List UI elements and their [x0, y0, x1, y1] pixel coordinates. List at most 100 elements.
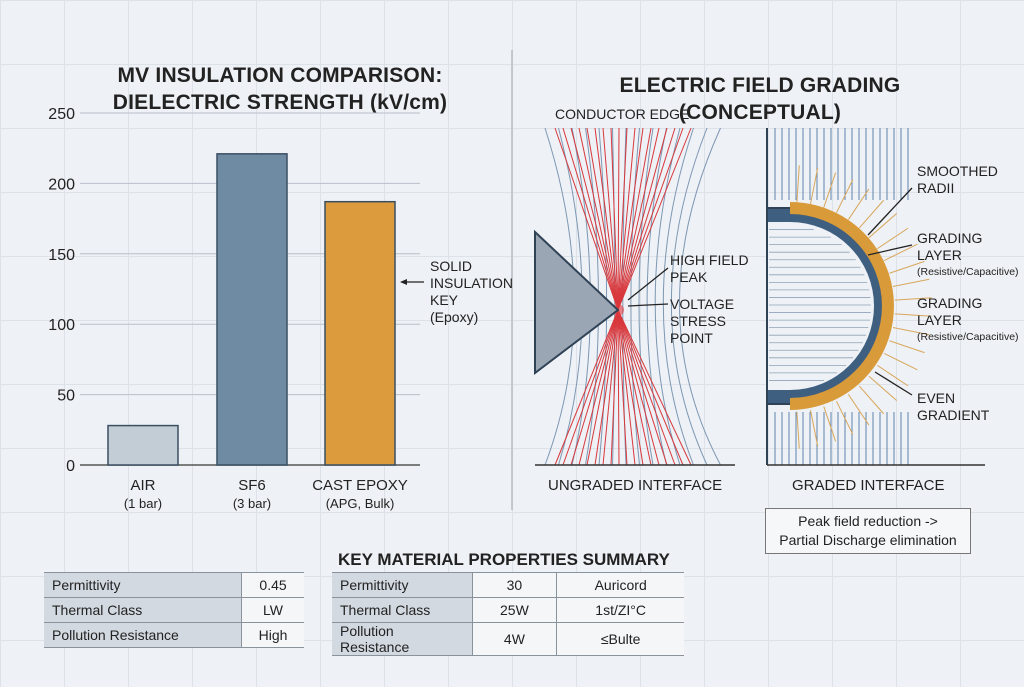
high-field-line: [617, 127, 620, 311]
table-row: Thermal Class LW: [44, 597, 304, 623]
table-row: Permittivity 0.45: [44, 572, 304, 598]
high-field-line: [617, 309, 620, 466]
high-field-line: [594, 127, 619, 311]
graded-field-line: [823, 172, 837, 208]
high-field-line: [617, 127, 660, 311]
even-gradient-label: EVEN GRADIENT: [917, 390, 989, 424]
high-field-line: [617, 127, 668, 311]
grading-layer: [789, 202, 894, 410]
graded-field-line: [796, 411, 800, 449]
high-field-line: [602, 127, 619, 311]
high-field-line: [570, 127, 619, 311]
label-arrow: [627, 303, 669, 307]
label-line: EVEN: [917, 390, 956, 406]
table-cell: Permittivity: [44, 572, 243, 598]
x-tick-label: CAST EPOXY: [312, 477, 408, 494]
label-arrow: [874, 371, 913, 396]
graded-field-line: [892, 278, 930, 288]
properties-table-2: Permittivity 30 Auricord Thermal Class 25W 1…: [332, 572, 684, 656]
high-field-label: HIGH FIELD PEAK: [670, 252, 749, 286]
graded-field-line: [868, 212, 898, 239]
conductor-edge-label: CONDUCTOR EDGE: [555, 106, 690, 122]
high-field-line: [562, 127, 619, 311]
field-line: [638, 127, 654, 466]
caption-box: Peak field reduction -> Partial Discharge…: [765, 508, 971, 554]
annotation-line: SOLID: [430, 258, 473, 274]
high-field-line: [578, 127, 619, 311]
high-field-line: [617, 127, 644, 311]
high-field-line: [617, 309, 660, 466]
table-cell: 25W: [472, 597, 558, 623]
field-line: [654, 127, 681, 466]
graded-field-line: [883, 243, 918, 262]
smoothed-radii-label: SMOOTHED RADII: [917, 163, 998, 197]
bar: [324, 200, 396, 466]
graded-field-line: [877, 227, 909, 250]
table-cell: High: [241, 622, 304, 648]
label-line: RADII: [917, 180, 955, 196]
x-tick-label: AIR: [130, 477, 155, 494]
high-field-line: [617, 127, 652, 311]
graded-field-line: [796, 165, 800, 203]
y-tick-label: 100: [48, 317, 75, 334]
table-row: Thermal Class 25W 1st/ZI°C: [332, 597, 684, 623]
annotation-line: INSULATION: [430, 275, 513, 291]
x-tick-label: SF6: [238, 477, 266, 494]
stress-point-label: VOLTAGE STRESS POINT: [670, 296, 734, 347]
graded-field-line: [858, 199, 885, 229]
high-field-line: [617, 309, 628, 466]
annotation-line: (Epoxy): [430, 309, 479, 325]
bar: [216, 153, 288, 466]
field-line: [670, 127, 708, 466]
x-tick-label: (APG, Bulk): [326, 496, 395, 511]
table-cell: Pollution Resistance: [44, 622, 243, 648]
y-tick-label: 150: [48, 247, 75, 264]
label-sub: (Resistive/Capacitive): [917, 266, 1019, 278]
y-tick-label: 50: [57, 388, 75, 405]
graded-field-line: [858, 385, 885, 415]
field-line: [646, 127, 667, 466]
graded-field-line: [835, 179, 854, 214]
table-cell: 30: [472, 572, 558, 598]
high-field-line: [610, 309, 619, 466]
field-line: [679, 127, 721, 466]
table-cell: Thermal Class: [332, 597, 473, 623]
graded-field-line: [835, 400, 854, 435]
x-tick-label: (3 bar): [233, 496, 271, 511]
high-field-line: [617, 309, 644, 466]
diagram-title-line: (CONCEPTUAL): [678, 101, 842, 124]
high-field-line: [617, 309, 668, 466]
solid-insulation-annotation: SOLID INSULATION KEY (Epoxy): [430, 258, 513, 326]
field-line: [662, 127, 694, 466]
high-field-line: [617, 127, 636, 311]
graded-field-line: [823, 406, 837, 442]
label-line: LAYER: [917, 312, 962, 328]
label-line: GRADIENT: [917, 407, 990, 423]
annotation-line: KEY: [430, 292, 459, 308]
caption-line: Partial Discharge elimination: [779, 532, 957, 548]
high-field-line: [570, 309, 619, 466]
grading-layer-label-1: GRADING LAYER (Resistive/Capacitive): [917, 230, 1024, 281]
high-field-line: [617, 309, 676, 466]
table-row: Permittivity 30 Auricord: [332, 572, 684, 598]
high-field-line: [617, 309, 692, 466]
high-field-line: [617, 127, 684, 311]
label-arrow: [627, 267, 669, 301]
summary-title: KEY MATERIAL PROPERTIES SUMMARY: [338, 550, 670, 569]
caption-line: Peak field reduction ->: [798, 513, 938, 529]
graded-field-line: [809, 409, 819, 447]
high-field-line: [562, 309, 619, 466]
high-field-line: [617, 127, 692, 311]
grading-layer-label-2: GRADING LAYER (Resistive/Capacitive): [917, 295, 1019, 346]
high-field-line: [578, 309, 619, 466]
high-field-line: [554, 127, 619, 311]
field-line: [630, 127, 640, 466]
table-row: Pollution Resistance High: [44, 622, 304, 648]
high-field-line: [602, 309, 619, 466]
graded-interface-label: GRADED INTERFACE: [792, 477, 945, 494]
graded-field-line: [809, 167, 819, 205]
high-field-line: [586, 309, 619, 466]
high-field-line: [586, 127, 619, 311]
graded-field-line: [889, 340, 925, 354]
